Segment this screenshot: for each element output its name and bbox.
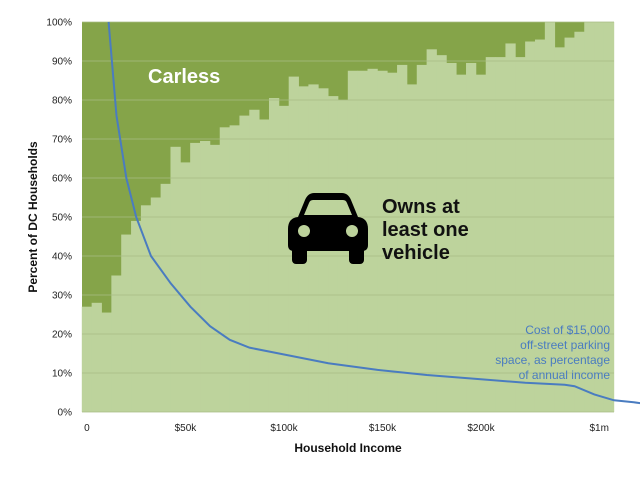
owns-vehicle-bar <box>406 84 418 413</box>
y-axis-title: Percent of DC Households <box>26 141 40 293</box>
owns-vehicle-bar <box>219 127 230 413</box>
owns-vehicle-bar <box>259 119 270 412</box>
owns-vehicle-bar <box>387 72 398 412</box>
owns-vehicle-bar <box>515 57 526 412</box>
owns-vehicle-bar <box>377 70 388 412</box>
x-tick-label: $150k <box>369 423 397 434</box>
owns-vehicle-bar <box>397 64 408 413</box>
owns-vehicle-bar <box>416 64 428 413</box>
owns-vehicle-bar <box>466 62 477 412</box>
owns-vehicle-bar <box>485 57 496 412</box>
owns-vehicle-bar <box>475 74 487 413</box>
owns-vehicle-bar <box>150 197 162 412</box>
owns-vehicle-bar <box>111 275 122 412</box>
owns-vehicle-bar <box>574 31 585 412</box>
owns-vehicle-bar <box>239 115 250 412</box>
owns-label-line-3: vehicle <box>382 242 450 264</box>
owns-vehicle-bar <box>495 57 506 412</box>
y-tick-label: 70% <box>52 135 72 146</box>
owns-vehicle-bar <box>91 302 102 412</box>
owns-vehicle-bar <box>278 105 290 412</box>
owns-vehicle-bar <box>160 183 171 412</box>
x-tick-labels: 0 $50k $100k $150k $200k $1m <box>84 423 609 434</box>
x-tick-label: $100k <box>270 423 298 434</box>
y-tick-label: 50% <box>52 213 72 224</box>
owns-vehicle-bar <box>170 146 181 413</box>
parking-cost-line <box>107 21 640 405</box>
line-note-2: off-street parking <box>520 338 610 352</box>
y-tick-label: 90% <box>52 57 72 68</box>
owns-vehicle-bar <box>268 98 280 413</box>
car-icon <box>288 193 368 264</box>
line-note-1: Cost of $15,000 <box>525 323 610 337</box>
owns-vehicle-bar <box>200 140 211 412</box>
owns-vehicle-bar <box>554 47 565 412</box>
owns-vehicle-bar <box>456 74 467 413</box>
owns-vehicle-bar <box>436 55 447 413</box>
owns-vehicle-bar <box>564 37 575 412</box>
owns-vehicle-bar <box>229 125 240 412</box>
owns-vehicle-bar <box>209 144 221 412</box>
owns-vehicle-bar <box>534 39 546 413</box>
owns-vehicle-bar <box>131 220 142 412</box>
y-tick-label: 80% <box>52 96 72 107</box>
owns-vehicle-bar <box>328 96 339 412</box>
line-note-4: of annual income <box>519 368 611 382</box>
y-tick-label: 60% <box>52 174 72 185</box>
owns-vehicle-bar <box>446 62 457 412</box>
y-tick-label: 10% <box>52 369 72 380</box>
y-tick-label: 100% <box>46 18 72 29</box>
x-tick-label: $1m <box>589 423 608 434</box>
x-tick-label: $50k <box>175 423 198 434</box>
y-tick-label: 30% <box>52 291 72 302</box>
y-tick-label: 20% <box>52 330 72 341</box>
x-axis-title: Household Income <box>294 441 402 455</box>
owns-vehicle-bar <box>121 234 132 412</box>
y-tick-label: 40% <box>52 252 72 263</box>
y-tick-label: 0% <box>58 408 73 419</box>
owns-vehicle-bar <box>101 312 112 412</box>
owns-vehicle-bar <box>525 41 536 412</box>
carless-label: Carless <box>148 66 220 88</box>
owns-vehicle-bar <box>249 109 260 412</box>
owns-vehicle-bar <box>367 68 378 413</box>
x-tick-label: 0 <box>84 423 90 434</box>
gridlines <box>82 21 614 413</box>
owns-label-line-2: least one <box>382 219 469 241</box>
y-tick-labels: 0% 10% 20% 30% 40% 50% 60% 70% 80% 90% 100% <box>46 18 72 419</box>
x-tick-label: $200k <box>467 423 495 434</box>
owns-vehicle-bar <box>140 205 152 412</box>
owns-vehicle-bar <box>81 306 93 412</box>
owns-label-line-1: Owns at <box>382 196 460 218</box>
owns-vehicle-bar <box>426 49 437 413</box>
line-note-3: space, as percentage <box>495 353 610 367</box>
owns-vehicle-bar <box>190 142 201 412</box>
owns-vehicle-bar <box>180 162 191 412</box>
owns-vehicle-bar <box>505 43 516 412</box>
